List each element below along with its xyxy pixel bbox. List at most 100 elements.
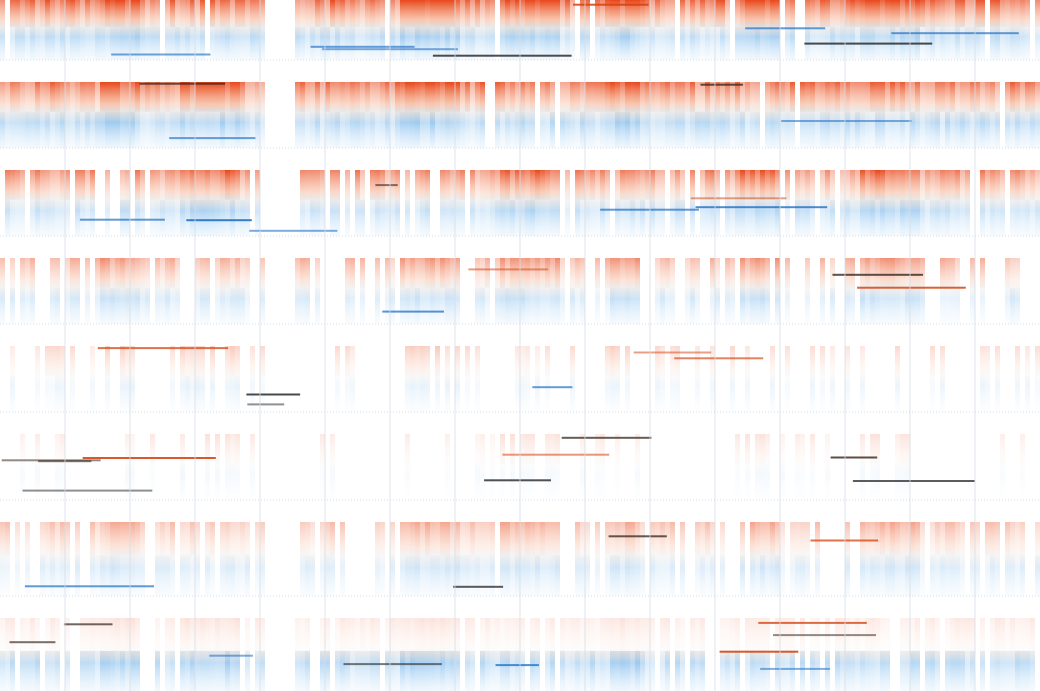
- heat-column-warm: [670, 82, 675, 112]
- heat-column-warm: [1010, 170, 1015, 200]
- heat-column-warm: [530, 0, 535, 27]
- heat-column-cool: [490, 555, 495, 596]
- heat-column-cool: [840, 650, 845, 691]
- heat-column-cool: [425, 27, 430, 60]
- heat-column-cool: [325, 111, 330, 148]
- heat-column-warm: [980, 0, 985, 27]
- heat-column-warm: [695, 522, 700, 556]
- heat-column-cool: [110, 287, 115, 324]
- heat-column-warm: [880, 0, 885, 27]
- heat-column-cool: [960, 27, 965, 60]
- heat-column-warm: [545, 434, 550, 464]
- heat-column-cool: [665, 287, 670, 324]
- heat-column-warm: [400, 618, 405, 651]
- heat-column-cool: [75, 287, 80, 324]
- heat-column-warm: [225, 522, 230, 556]
- heat-column-cool: [485, 555, 490, 596]
- heat-column-warm: [760, 434, 765, 464]
- heat-column-cool: [155, 111, 160, 148]
- heat-column-cool: [210, 650, 215, 691]
- heat-column-cool: [825, 199, 830, 236]
- heat-column-warm: [375, 522, 380, 556]
- heat-column-warm: [905, 522, 910, 556]
- heat-column-warm: [635, 82, 640, 112]
- heat-column-warm: [500, 618, 505, 651]
- heat-column-cool: [420, 111, 425, 148]
- heat-column-cool: [725, 287, 730, 324]
- heat-column-warm: [610, 82, 615, 112]
- heat-column-warm: [100, 258, 105, 288]
- heat-streak: [247, 403, 285, 406]
- heat-column-cool: [305, 287, 310, 324]
- heat-column-warm: [1035, 170, 1040, 200]
- heat-column-warm: [490, 522, 495, 556]
- heat-column-cool: [165, 555, 170, 596]
- heat-column-cool: [350, 650, 355, 691]
- heat-column-warm: [1000, 434, 1005, 464]
- heat-column-warm: [655, 522, 660, 556]
- heat-column-warm: [250, 434, 255, 464]
- heat-column-warm: [850, 258, 855, 288]
- heat-column-warm: [50, 170, 55, 200]
- heat-column-cool: [610, 375, 615, 412]
- heat-column-warm: [335, 170, 340, 200]
- heat-column-warm: [460, 0, 465, 27]
- heat-column-cool: [565, 650, 570, 691]
- heat-column-cool: [695, 375, 700, 412]
- heat-column-warm: [110, 618, 115, 651]
- heat-column-warm: [895, 346, 900, 376]
- heat-column-cool: [635, 27, 640, 60]
- heat-column-cool: [330, 27, 335, 60]
- heat-column-cool: [445, 555, 450, 596]
- heat-column-cool: [700, 650, 705, 691]
- heat-streak: [111, 53, 211, 56]
- heat-column-warm: [100, 618, 105, 651]
- heat-column-warm: [525, 82, 530, 112]
- heat-column-warm: [50, 0, 55, 27]
- heat-column-warm: [515, 82, 520, 112]
- heat-column-warm: [345, 82, 350, 112]
- heat-column-cool: [770, 375, 775, 412]
- heat-column-cool: [1020, 650, 1025, 691]
- heat-column-cool: [520, 27, 525, 60]
- heat-column-cool: [945, 555, 950, 596]
- heat-column-cool: [550, 555, 555, 596]
- heat-column-cool: [870, 287, 875, 324]
- heat-column-cool: [480, 199, 485, 236]
- heat-column-cool: [750, 287, 755, 324]
- heat-column-cool: [345, 27, 350, 60]
- heat-column-cool: [820, 111, 825, 148]
- heat-column-cool: [900, 287, 905, 324]
- heat-column-cool: [575, 555, 580, 596]
- heat-column-warm: [455, 170, 460, 200]
- heat-column-warm: [840, 82, 845, 112]
- heat-column-warm: [50, 522, 55, 556]
- heat-column-cool: [255, 555, 260, 596]
- heat-column-warm: [505, 258, 510, 288]
- heat-column-cool: [765, 555, 770, 596]
- heat-column-cool: [640, 111, 645, 148]
- heat-column-warm: [480, 618, 485, 651]
- heat-column-cool: [175, 287, 180, 324]
- heat-column-cool: [315, 111, 320, 148]
- heat-column-warm: [900, 522, 905, 556]
- heat-column-cool: [520, 375, 525, 412]
- heat-column-warm: [155, 82, 160, 112]
- heat-column-cool: [340, 650, 345, 691]
- heat-column-cool: [430, 555, 435, 596]
- heat-column-cool: [160, 199, 165, 236]
- heat-column-warm: [770, 346, 775, 376]
- heat-column-warm: [630, 170, 635, 200]
- heat-column-cool: [705, 111, 710, 148]
- heat-column-warm: [230, 522, 235, 556]
- heat-column-warm: [215, 434, 220, 464]
- heat-column-warm: [975, 0, 980, 27]
- heat-column-cool: [500, 555, 505, 596]
- heat-column-cool: [60, 27, 65, 60]
- heat-column-cool: [705, 199, 710, 236]
- heat-column-cool: [185, 111, 190, 148]
- heat-column-warm: [235, 258, 240, 288]
- heat-column-warm: [170, 170, 175, 200]
- heat-column-cool: [1020, 111, 1025, 148]
- heat-column-cool: [65, 27, 70, 60]
